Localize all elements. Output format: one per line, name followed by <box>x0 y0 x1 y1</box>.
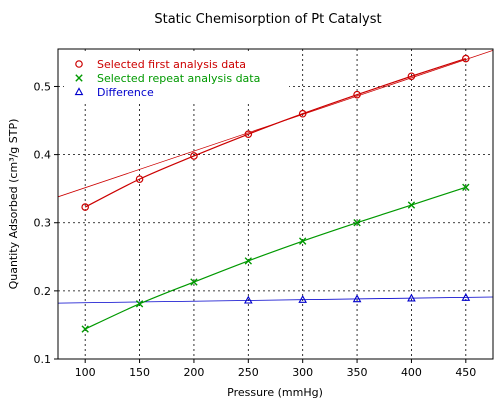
data-point <box>190 152 198 160</box>
data-point <box>352 294 362 303</box>
data-point <box>244 257 253 265</box>
data-point <box>190 278 198 286</box>
legend-label: Selected first analysis data <box>97 58 246 71</box>
x-tick-label: 350 <box>347 366 368 379</box>
marker-stroke <box>135 300 144 308</box>
data-point <box>298 109 307 118</box>
x-tick-label: 450 <box>455 366 476 379</box>
legend-marker <box>75 74 83 82</box>
marker-stroke <box>75 74 83 82</box>
data-point <box>462 183 470 192</box>
y-axis-label: Quantity Adsorbed (cm³/g STP) <box>7 119 20 290</box>
y-tick-label: 0.5 <box>34 80 52 93</box>
marker-layer <box>81 54 471 333</box>
x-tick-label: 300 <box>292 366 313 379</box>
data-point <box>407 72 416 81</box>
y-tick-label: 0.4 <box>34 149 52 162</box>
data-point <box>135 175 144 183</box>
fit-line <box>58 296 493 304</box>
data-point <box>298 294 308 303</box>
y-tick-label: 0.2 <box>34 285 52 298</box>
x-tick-label: 200 <box>183 366 204 379</box>
x-tick-label: 150 <box>129 366 150 379</box>
marker-stroke <box>462 183 470 192</box>
y-axis: 0.1 0.2 0.3 0.4 0.5 <box>34 80 58 366</box>
data-point <box>81 203 89 211</box>
legend-label: Selected repeat analysis data <box>97 72 260 85</box>
y-tick-label: 0.3 <box>34 217 52 230</box>
x-axis-label: Pressure (mmHg) <box>227 386 323 399</box>
data-point <box>244 130 253 138</box>
x-axis: 100 150 200 250 300 350 400 450 <box>75 359 476 379</box>
data-point <box>353 219 361 227</box>
data-point <box>461 292 471 301</box>
chart-title: Static Chemisorption of Pt Catalyst <box>154 12 381 27</box>
data-point <box>243 295 253 304</box>
data-point <box>81 325 89 333</box>
marker-stroke <box>81 325 89 333</box>
marker-stroke <box>190 278 198 286</box>
data-point <box>407 293 416 302</box>
marker-stroke <box>244 257 253 265</box>
series-line <box>84 186 466 330</box>
data-point <box>298 237 307 245</box>
legend-marker <box>75 60 83 68</box>
legend-background <box>64 53 289 103</box>
marker-stroke <box>407 201 416 209</box>
data-point <box>462 54 470 63</box>
series-layer <box>84 57 466 330</box>
x-tick-label: 400 <box>401 366 422 379</box>
data-point <box>135 300 144 308</box>
data-point <box>407 201 416 209</box>
legend-marker <box>74 87 84 96</box>
marker-stroke <box>353 219 361 227</box>
y-tick-label: 0.1 <box>34 353 52 366</box>
marker-stroke <box>298 237 307 245</box>
data-point <box>353 90 361 99</box>
series-line <box>84 57 466 208</box>
legend-label: Difference <box>97 86 154 99</box>
x-tick-label: 250 <box>238 366 259 379</box>
x-tick-label: 100 <box>75 366 96 379</box>
plot-frame <box>57 48 494 360</box>
